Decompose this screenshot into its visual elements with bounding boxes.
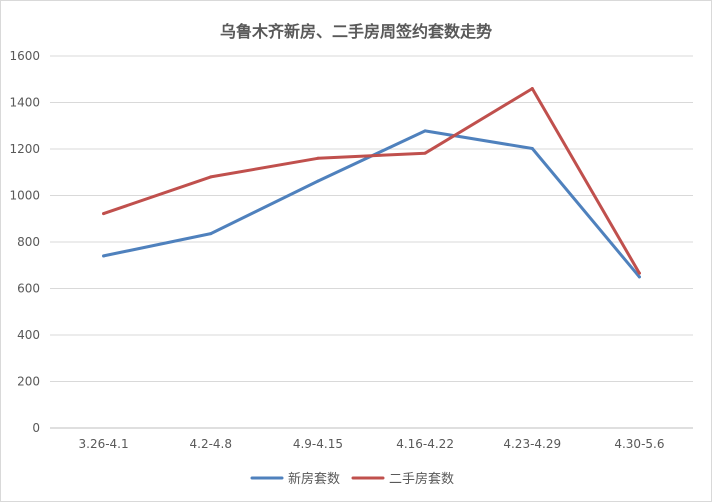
legend-label-2: 二手房套数 bbox=[389, 471, 454, 487]
y-tick-label-200: 200 bbox=[17, 375, 40, 389]
legend-label-1: 新房套数 bbox=[288, 471, 340, 487]
data-point-series-2 bbox=[102, 212, 106, 216]
y-tick-label-400: 400 bbox=[17, 328, 40, 342]
x-tick-label: 4.30-5.6 bbox=[614, 437, 664, 451]
data-point-series-2 bbox=[530, 87, 534, 91]
y-tick-label-800: 800 bbox=[17, 235, 40, 249]
y-tick-label-1600: 1600 bbox=[9, 49, 40, 63]
legend: 新房套数 二手房套数 bbox=[250, 471, 454, 487]
x-tick-label: 4.16-4.22 bbox=[396, 437, 454, 451]
data-point-series-1 bbox=[102, 254, 106, 258]
data-point-series-1 bbox=[209, 232, 213, 236]
x-tick-label: 4.9-4.15 bbox=[293, 437, 343, 451]
y-tick-label-1200: 1200 bbox=[9, 142, 40, 156]
y-tick-label-1400: 1400 bbox=[9, 96, 40, 110]
series-line-1 bbox=[102, 129, 641, 279]
gridlines bbox=[50, 55, 693, 429]
data-point-series-1 bbox=[530, 147, 534, 151]
y-tick-label-0: 0 bbox=[32, 421, 40, 435]
x-tick-label: 3.26-4.1 bbox=[79, 437, 129, 451]
data-point-series-2 bbox=[637, 271, 641, 275]
data-point-series-1 bbox=[637, 275, 641, 279]
data-point-series-2 bbox=[316, 156, 320, 160]
y-tick-label-600: 600 bbox=[17, 282, 40, 296]
y-axis-tick-labels: 0 200 400 600 800 1000 1200 1400 1600 bbox=[9, 49, 40, 435]
series-line-2 bbox=[102, 87, 641, 275]
series-lines bbox=[102, 87, 641, 279]
y-tick-label-1000: 1000 bbox=[9, 189, 40, 203]
x-axis-tick-labels: 3.26-4.1 4.2-4.8 4.9-4.15 4.16-4.22 4.23-4.2… bbox=[79, 437, 665, 451]
data-point-series-2 bbox=[423, 151, 427, 155]
data-point-series-1 bbox=[423, 129, 427, 133]
data-point-series-1 bbox=[316, 179, 320, 183]
x-tick-label: 4.23-4.29 bbox=[503, 437, 561, 451]
x-tick-label: 4.2-4.8 bbox=[190, 437, 233, 451]
chart-title: 乌鲁木齐新房、二手房周签约套数走势 bbox=[219, 22, 492, 41]
data-point-series-2 bbox=[209, 175, 213, 179]
